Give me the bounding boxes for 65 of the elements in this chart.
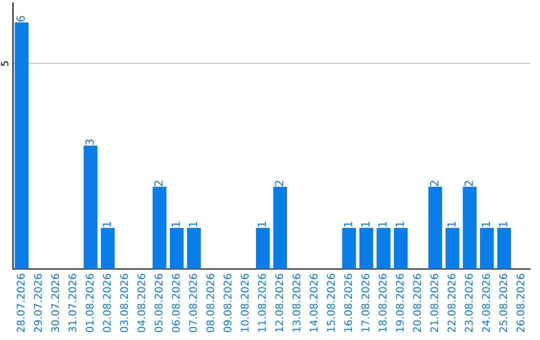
x-tick-label: 16.08.2026 bbox=[344, 274, 352, 332]
data-label: 6 bbox=[16, 16, 25, 22]
x-tick-label: 18.08.2026 bbox=[378, 274, 387, 332]
data-label: 1 bbox=[188, 222, 198, 227]
data-label: 2 bbox=[274, 180, 284, 186]
x-tick-label: 04.08.2026 bbox=[137, 274, 146, 332]
data-label: 1 bbox=[447, 222, 456, 227]
bar bbox=[462, 186, 477, 269]
data-label: 1 bbox=[172, 222, 180, 227]
x-tick-label: 06.08.2026 bbox=[172, 274, 180, 332]
bar bbox=[256, 228, 270, 269]
data-label: 2 bbox=[430, 180, 438, 186]
x-tick-label: 23.08.2026 bbox=[464, 274, 473, 332]
bar bbox=[394, 228, 408, 269]
bar bbox=[342, 228, 356, 269]
x-tick-label: 12.08.2026 bbox=[275, 274, 284, 332]
bar bbox=[14, 22, 29, 269]
x-tick-label: 20.08.2026 bbox=[413, 274, 422, 332]
x-tick-label: 05.08.2026 bbox=[154, 274, 163, 332]
bar bbox=[446, 228, 460, 269]
x-tick-label: 08.08.2026 bbox=[206, 274, 214, 332]
x-tick-label: 22.08.2026 bbox=[448, 274, 456, 332]
bar bbox=[376, 228, 390, 269]
x-tick-label: 01.08.2026 bbox=[86, 274, 94, 332]
bar bbox=[100, 228, 115, 269]
y-tick-label: 5 bbox=[1, 61, 8, 66]
data-label: 1 bbox=[344, 222, 352, 227]
x-tick-label: 24.08.2026 bbox=[482, 274, 490, 332]
x-tick-label: 19.08.2026 bbox=[396, 274, 404, 332]
data-label: 1 bbox=[378, 222, 387, 227]
x-tick-label: 09.08.2026 bbox=[224, 274, 232, 332]
bar bbox=[170, 228, 184, 269]
data-label: 1 bbox=[361, 222, 370, 227]
bar bbox=[187, 228, 201, 269]
x-tick-label: 07.08.2026 bbox=[189, 274, 197, 332]
x-tick-label: 31.07.2026 bbox=[68, 274, 76, 332]
x-tick-label: 11.08.2026 bbox=[258, 274, 266, 332]
x-tick-label: 03.08.2026 bbox=[120, 274, 128, 332]
x-tick-label: 26.08.2026 bbox=[516, 274, 524, 332]
x-tick-label: 02.08.2026 bbox=[102, 274, 111, 332]
data-label: 1 bbox=[102, 222, 111, 227]
x-tick-label: 10.08.2026 bbox=[240, 274, 249, 332]
bar bbox=[428, 186, 442, 269]
data-label: 3 bbox=[85, 139, 94, 145]
x-tick-label: 13.08.2026 bbox=[292, 274, 300, 332]
data-label: 1 bbox=[396, 222, 404, 227]
data-label: 2 bbox=[154, 180, 163, 186]
bar bbox=[84, 146, 98, 269]
data-label: 1 bbox=[482, 222, 490, 227]
x-tick-label: 21.08.2026 bbox=[430, 274, 438, 332]
x-tick-label: 25.08.2026 bbox=[499, 274, 508, 332]
x-tick-label: 17.08.2026 bbox=[361, 274, 370, 332]
x-tick-label: 28.07.2026 bbox=[16, 274, 25, 332]
data-label: 2 bbox=[464, 180, 473, 186]
bar bbox=[152, 186, 166, 269]
bar bbox=[480, 228, 494, 269]
x-tick-label: 15.08.2026 bbox=[326, 274, 335, 332]
data-label: 1 bbox=[258, 222, 266, 227]
x-tick-label: 29.07.2026 bbox=[34, 274, 42, 332]
bar bbox=[497, 228, 512, 269]
x-tick-label: 14.08.2026 bbox=[310, 274, 318, 332]
data-label: 1 bbox=[499, 222, 508, 227]
bar bbox=[359, 228, 374, 269]
x-tick-label: 30.07.2026 bbox=[51, 274, 60, 332]
bar bbox=[273, 186, 288, 269]
